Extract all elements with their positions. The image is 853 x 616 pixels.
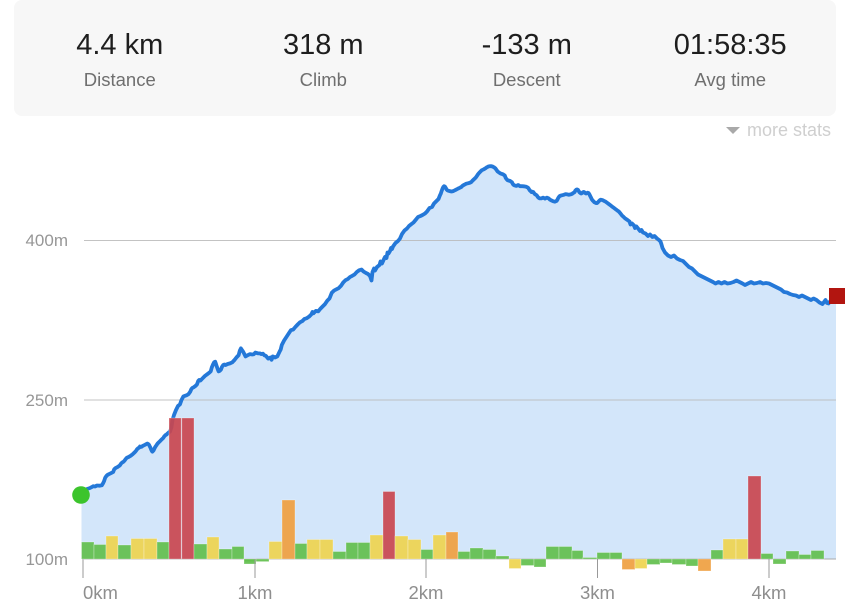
- svg-text:4km: 4km: [752, 582, 787, 603]
- svg-text:0km: 0km: [83, 582, 118, 603]
- svg-text:250m: 250m: [25, 391, 68, 410]
- svg-text:100m: 100m: [25, 550, 68, 569]
- svg-text:1km: 1km: [238, 582, 273, 603]
- svg-text:2km: 2km: [409, 582, 444, 603]
- svg-text:400m: 400m: [25, 231, 68, 250]
- svg-text:3km: 3km: [580, 582, 615, 603]
